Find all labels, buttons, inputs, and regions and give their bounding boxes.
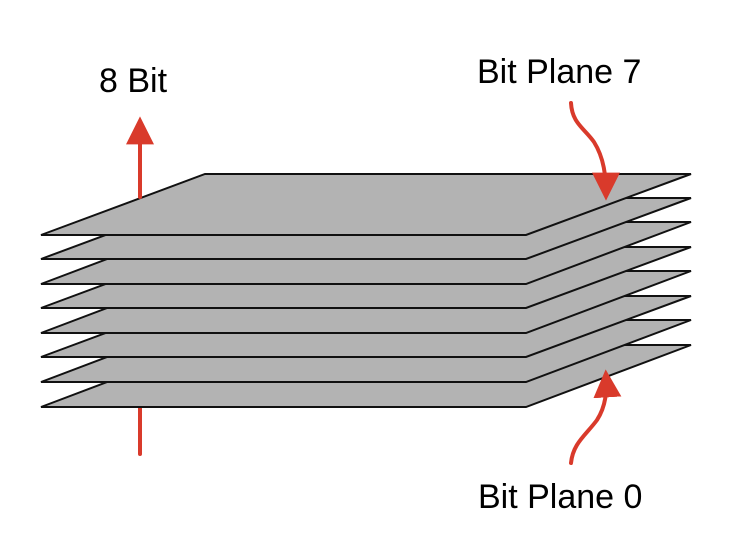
bit-plane-0-callout-arrow	[569, 369, 622, 465]
bit-plane-stack	[40, 173, 692, 408]
bit-depth-label: 8 Bit	[99, 62, 168, 100]
bit-plane-7-callout-arrow	[569, 101, 620, 201]
bit-plane-7	[40, 173, 692, 236]
bottom-plane-label: Bit Plane 0	[478, 478, 643, 516]
top-plane-label: Bit Plane 7	[477, 53, 642, 91]
